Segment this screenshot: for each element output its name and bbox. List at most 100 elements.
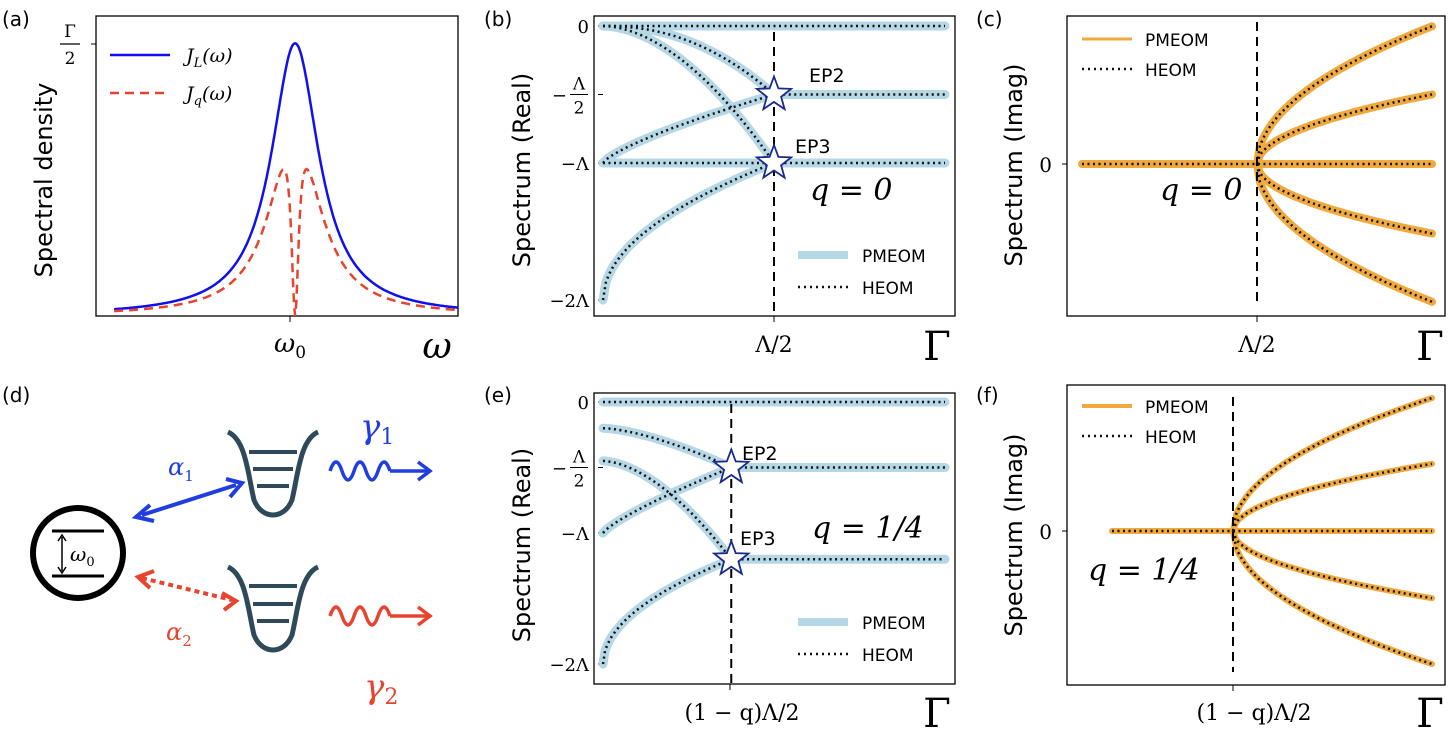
annotation-f: q = 1/4 — [1088, 553, 1200, 588]
panel-label-c: (c) — [976, 7, 1003, 31]
ytick-label: 0 — [578, 393, 589, 414]
coupling-arrow-2-head-a — [134, 569, 155, 590]
legend-label-jl: JL(ω) — [182, 45, 233, 71]
ep2-label-b: EP2 — [809, 65, 845, 87]
pmeom-branch — [1230, 528, 1435, 602]
ytick-label-c: 0 — [1039, 153, 1052, 177]
xlabel-c: Γ — [1416, 324, 1444, 370]
axes-frame-c — [1066, 15, 1446, 317]
ytick-label-gamma-half: Γ 2 — [60, 22, 80, 69]
pmeom-branch — [1253, 90, 1436, 168]
legend-label-pmeom-c: PMEOM — [1145, 31, 1209, 51]
panel-f: (f) Spectrum (Imag) 0 (1 − q)Λ/2 Γ q = 1… — [976, 383, 1446, 733]
ytick-num: Γ — [64, 22, 76, 42]
lower-well-curve — [226, 564, 320, 653]
panel-label-a: (a) — [2, 7, 30, 31]
heom-branch — [601, 558, 732, 665]
upper-well — [226, 429, 320, 518]
ep3-label-e: EP3 — [740, 528, 776, 550]
ep2-label-e: EP2 — [742, 443, 778, 465]
heom-branch — [1255, 163, 1433, 303]
xtick-label-b: Λ/2 — [754, 333, 792, 358]
legend-b: PMEOM HEOM — [798, 247, 926, 299]
legend-label-heom-e: HEOM — [862, 646, 914, 666]
legend-label-heom-b: HEOM — [862, 279, 914, 299]
heom-branch — [1231, 530, 1433, 666]
heom-branch — [1231, 462, 1433, 532]
ylabel-c: Spectrum (Imag) — [1000, 63, 1028, 266]
heom-branch — [602, 459, 945, 561]
panel-label-d: (d) — [2, 383, 30, 407]
annotation-b: q = 0 — [810, 173, 893, 208]
series-group-e — [598, 397, 950, 684]
legend-label-pmeom-e: PMEOM — [862, 614, 926, 634]
ylabel-f: Spectrum (Imag) — [1000, 433, 1028, 636]
omega0-label: ω0 — [70, 542, 95, 570]
xlabel-e: Γ — [923, 691, 951, 733]
xtick-label-omega0: ω0 — [274, 329, 306, 363]
emission-wave-1 — [328, 460, 392, 482]
heom-branch — [1231, 530, 1433, 600]
pmeom-branch — [1253, 160, 1436, 238]
panel-e: (e) Spectrum (Real) 0−Λ2−Λ−2Λ (1 − q)Λ/2… — [484, 383, 956, 733]
xlabel-f: Γ — [1416, 691, 1444, 733]
coupling-arrow-1-head-b — [225, 477, 246, 499]
coupling-arrow-1 — [141, 483, 237, 517]
heom-branch — [602, 93, 775, 164]
emission-arrow-2-head — [416, 605, 433, 627]
heom-branch — [603, 24, 945, 96]
ep-star-3 — [754, 142, 794, 180]
ep-star-2 — [711, 446, 751, 485]
ep3-label-b: EP3 — [795, 136, 831, 158]
line-jl — [113, 41, 459, 311]
emission-wave-2 — [328, 605, 392, 627]
series-group-f — [1109, 395, 1435, 672]
ylabel-b: Spectrum (Real) — [508, 73, 536, 267]
panel-label-b: (b) — [484, 7, 512, 31]
panel-d-diagram: (d) ω0 α1 α2 γ1 — [2, 383, 433, 710]
ytick-label: −Λ — [561, 154, 590, 175]
emission-arrow-1-head — [416, 460, 433, 482]
axes-frame-a — [95, 15, 459, 317]
ytick-label: −2Λ — [549, 655, 590, 676]
legend-a: JL(ω) Jq(ω) — [110, 45, 233, 109]
xlabel-a: ω — [422, 326, 451, 367]
panel-label-e: (e) — [484, 383, 512, 407]
coupling-arrow-1-head-a — [131, 503, 155, 523]
ytick-label: − — [552, 459, 567, 480]
panel-b: (b) Spectrum (Real) 0−Λ2−Λ−2Λ Λ/2 Γ EP2 … — [484, 7, 956, 370]
coupling-arrow-2 — [141, 576, 233, 602]
heom-branch — [602, 426, 945, 469]
xtick-label-f: (1 − q)Λ/2 — [1197, 701, 1312, 726]
ep-star-2 — [754, 73, 794, 112]
series-group-c — [1078, 22, 1436, 306]
lower-well — [226, 564, 320, 653]
ytick-den: 2 — [65, 49, 76, 69]
pmeom-branch — [598, 158, 779, 305]
ytick-label: − — [552, 86, 567, 107]
annotation-e: q = 1/4 — [812, 511, 924, 546]
heom-branch — [602, 24, 776, 164]
heom-branch — [1255, 25, 1433, 165]
heom-branch — [1231, 396, 1433, 532]
ytick-label-den: 2 — [574, 99, 585, 119]
legend-label-heom-f: HEOM — [1145, 428, 1197, 448]
panel-a: (a) Spectral density Γ 2 ω0 ω JL(ω) Jq(ω… — [2, 7, 459, 367]
panel-label-f: (f) — [976, 383, 999, 407]
heom-branch — [601, 161, 775, 301]
pmeom-branch — [1230, 460, 1435, 534]
coupling-arrow-2-head-b — [221, 591, 240, 612]
pmeom-branch — [1230, 395, 1435, 534]
pmeom-branch — [1253, 22, 1436, 168]
line-jq — [113, 167, 459, 317]
series-group-b — [598, 21, 950, 316]
xtick-label-e: (1 − q)Λ/2 — [685, 701, 800, 726]
xtick-label-c: Λ/2 — [1237, 333, 1275, 358]
ylabel-a: Spectral density — [30, 83, 58, 278]
legend-label-pmeom-f: PMEOM — [1145, 398, 1209, 418]
level-gap-arrowheads — [57, 533, 67, 575]
series-group-a — [113, 41, 459, 317]
legend-c: PMEOM HEOM — [1082, 31, 1209, 81]
ep-star-3 — [711, 538, 751, 576]
ytick-label: −2Λ — [549, 291, 590, 312]
